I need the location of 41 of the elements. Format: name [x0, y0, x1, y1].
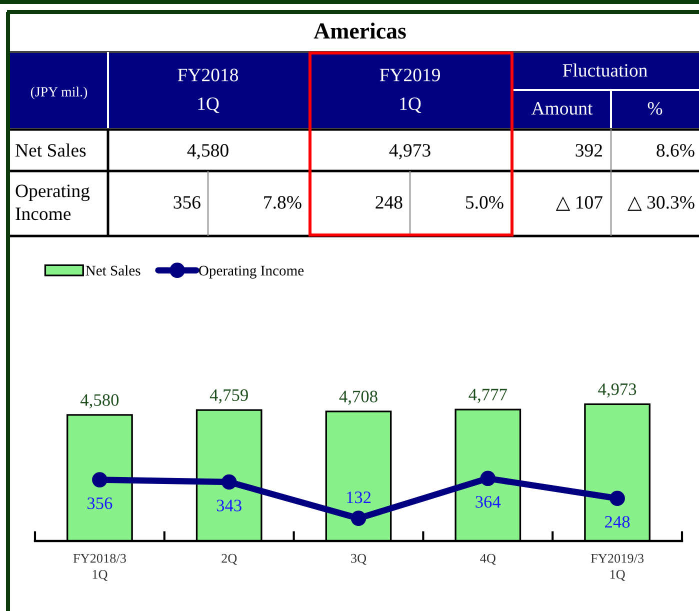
text: Amount [531, 102, 593, 115]
x-tick-label: 2Q [222, 554, 237, 565]
point [610, 490, 625, 506]
data-label: 132 [347, 492, 371, 504]
text: 8.6% [656, 144, 694, 157]
text: FY2018 1Q [178, 68, 238, 113]
text: Americas [314, 22, 406, 39]
text: 4,973 [389, 144, 430, 160]
x-tick-label: FY2019/3 1Q [590, 554, 644, 581]
text: △ 107 [556, 196, 602, 211]
text: 4,580 [187, 144, 228, 160]
x-tick-label: 3Q [351, 554, 366, 565]
text: 392 [576, 144, 602, 157]
data-label: 4,759 [210, 389, 248, 404]
text: Fluctuation [562, 64, 648, 77]
point [350, 510, 366, 526]
data-label: 4,580 [80, 394, 119, 408]
point [92, 472, 108, 488]
text: (JPY mil.) [30, 86, 88, 100]
data-label: 4,973 [598, 383, 636, 398]
x-tick-label: 4Q [480, 554, 496, 565]
data-label: 4,708 [339, 390, 378, 405]
data-label: 4,777 [468, 388, 507, 403]
text: FY2019 1Q [380, 68, 440, 113]
text: 356 [174, 196, 200, 209]
text: 7.8% [264, 196, 302, 209]
text: % [648, 102, 662, 115]
data-label: 364 [476, 496, 501, 508]
data-label: 356 [88, 497, 112, 510]
legend-label: Operating Income [199, 266, 304, 279]
data-label: 248 [605, 516, 630, 528]
data-label: 343 [216, 500, 242, 512]
point [221, 474, 237, 490]
text: Net Sales [16, 144, 86, 157]
x-tick-label: FY2018/3 1Q [73, 554, 126, 581]
legend-label: Net Sales [86, 265, 140, 276]
text: Operating Income [16, 184, 90, 220]
text: △ 30.3% [628, 196, 694, 211]
point [480, 470, 496, 486]
text: 5.0% [466, 196, 504, 209]
text: 248 [376, 196, 402, 209]
